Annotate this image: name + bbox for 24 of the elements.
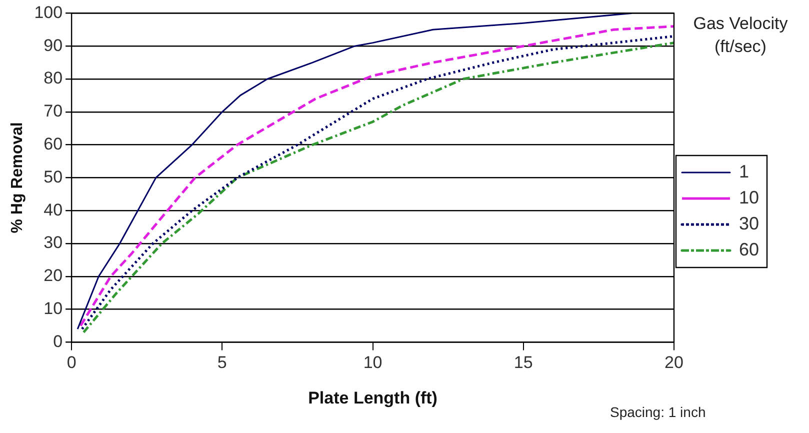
legend-label: 10 xyxy=(738,187,760,208)
text: Spacing: 1 inch xyxy=(610,404,706,420)
y-tick-label: 10 xyxy=(44,298,63,318)
y-tick-label: 50 xyxy=(44,167,63,186)
y-tick-label: 40 xyxy=(44,200,63,220)
y-tick-label: 80 xyxy=(44,68,63,88)
legend-label: 60 xyxy=(738,239,760,260)
x-tick-label: 0 xyxy=(66,353,76,372)
x-axis-title: Plate Length (ft) xyxy=(308,388,438,408)
legend-label: 30 xyxy=(738,213,760,234)
y-tick-label: 30 xyxy=(44,233,63,252)
y-tick-label: 20 xyxy=(44,266,63,286)
y-tick-label: 60 xyxy=(44,134,63,154)
x-tick-label: 15 xyxy=(514,353,533,372)
legend-title: Gas Velocity (ft/sec) xyxy=(692,13,789,58)
y-tick-label: 70 xyxy=(44,102,63,121)
y-tick-label: 100 xyxy=(34,2,63,22)
y-axis-title: % Hg Removal xyxy=(9,122,26,234)
y-tick-label: 0 xyxy=(53,332,63,351)
y-tick-label: 90 xyxy=(44,36,63,55)
x-tick-label: 20 xyxy=(664,353,684,372)
x-tick-label: 10 xyxy=(363,353,382,372)
x-tick-label: 5 xyxy=(217,353,227,372)
legend-label: 1 xyxy=(738,161,749,182)
